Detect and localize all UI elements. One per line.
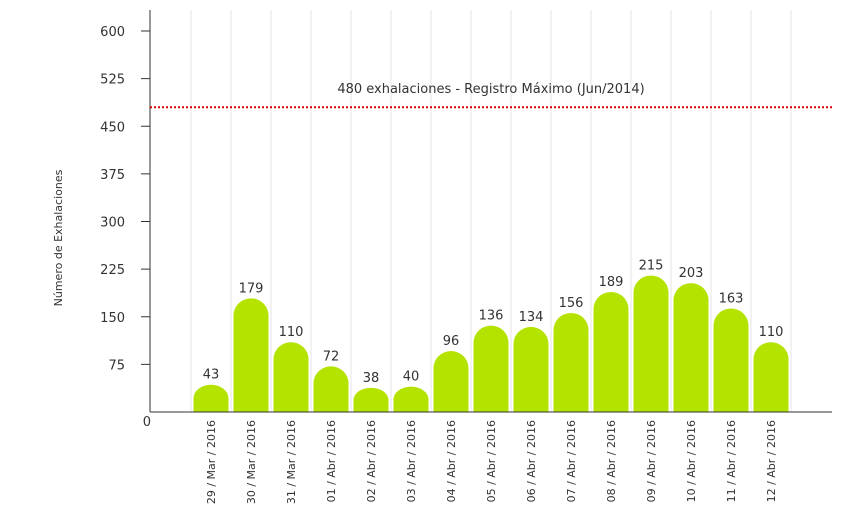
x-tick-label: 10 / Abr / 2016 [685,420,698,502]
bar[interactable] [633,275,669,412]
y-tick-label: 600 [100,25,125,40]
bar[interactable] [473,325,509,412]
data-label: 179 [239,281,264,296]
reference-line-group: 480 exhalaciones - Registro Máximo (Jun/… [150,82,832,109]
x-tick-label: 31 / Mar / 2016 [285,420,298,504]
y-tick-label: 525 [100,73,125,88]
x-tick-label: 01 / Abr / 2016 [325,420,338,502]
y-tick-label: 450 [100,120,125,135]
x-ticks: 29 / Mar / 2016 30 / Mar / 2016 31 / Mar /… [205,420,778,504]
x-tick-label: 03 / Abr / 2016 [405,420,418,502]
bar[interactable] [233,298,269,412]
bar[interactable] [713,308,749,412]
x-tick-label: 29 / Mar / 2016 [205,420,218,504]
bar[interactable] [193,384,229,412]
bar[interactable] [753,342,789,412]
bar[interactable] [513,326,549,412]
data-label: 163 [719,291,744,306]
data-label: 134 [519,310,544,325]
bar[interactable] [393,386,429,412]
reference-line-label: 480 exhalaciones - Registro Máximo (Jun/… [337,82,644,97]
data-label: 40 [403,370,420,385]
data-label: 215 [639,258,664,273]
bar[interactable] [313,366,349,412]
y-axis-label: Número de Exhalaciones [52,169,65,306]
x-tick-label: 04 / Abr / 2016 [445,420,458,502]
grid-lines [190,10,792,412]
y-tick-label: 0 [143,415,151,430]
y-ticks: 0 75 150 225 300 375 450 525 600 [100,25,151,430]
y-tick-label: 75 [108,358,125,373]
data-label: 189 [599,275,624,290]
bar[interactable] [433,351,469,412]
bar[interactable] [353,387,389,412]
x-tick-label: 09 / Abr / 2016 [645,420,658,502]
data-label: 136 [479,309,504,324]
x-tick-label: 02 / Abr / 2016 [365,420,378,502]
data-label: 72 [323,349,340,364]
bars: 43 179 110 72 38 40 96 136 134 156 189 215 203 163 110 [193,258,789,412]
data-label: 110 [759,325,784,340]
x-tick-label: 30 / Mar / 2016 [245,420,258,504]
bar[interactable] [273,342,309,412]
x-tick-label: 07 / Abr / 2016 [565,420,578,502]
y-tick-label: 375 [100,168,125,183]
x-tick-label: 08 / Abr / 2016 [605,420,618,502]
bar[interactable] [673,283,709,412]
data-label: 156 [559,296,584,311]
y-tick-label: 150 [100,311,125,326]
x-tick-label: 06 / Abr / 2016 [525,420,538,502]
x-tick-label: 11 / Abr / 2016 [725,420,738,502]
x-tick-label: 05 / Abr / 2016 [485,420,498,502]
x-tick-label: 12 / Abr / 2016 [765,420,778,502]
data-label: 43 [203,368,220,383]
data-label: 38 [363,371,380,386]
y-tick-label: 225 [100,263,125,278]
data-label: 203 [679,266,704,281]
data-label: 96 [443,334,460,349]
data-label: 110 [279,325,304,340]
axes [149,10,832,413]
bar[interactable] [553,312,589,412]
bar[interactable] [593,291,629,412]
y-tick-label: 300 [100,216,125,231]
